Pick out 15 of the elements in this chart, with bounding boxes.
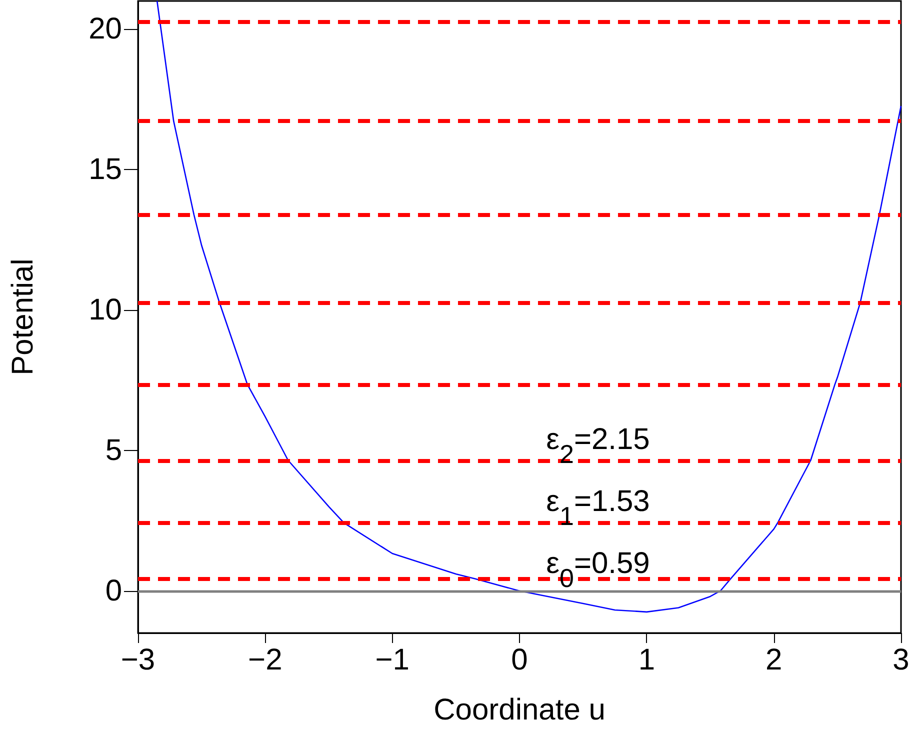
x-tick-label: 0 (511, 644, 528, 676)
x-tick-label: 1 (638, 644, 656, 676)
y-axis-title: Potential (6, 258, 40, 376)
y-tick-label: 15 (88, 153, 122, 186)
line-series (156, 0, 902, 613)
x-tick-label: −1 (375, 644, 410, 676)
x-axis-title: Coordinate u (434, 694, 606, 726)
x-tick-label: 2 (765, 644, 782, 676)
y-tick-label: 5 (105, 434, 122, 467)
y-tick-label: 20 (88, 12, 122, 46)
y-tick-label: 10 (88, 293, 122, 326)
x-tick-label: −2 (248, 644, 282, 676)
x-tick-label: 3 (892, 644, 910, 676)
y-tick-label: 0 (105, 574, 122, 608)
x-tick-label: −3 (120, 644, 156, 676)
